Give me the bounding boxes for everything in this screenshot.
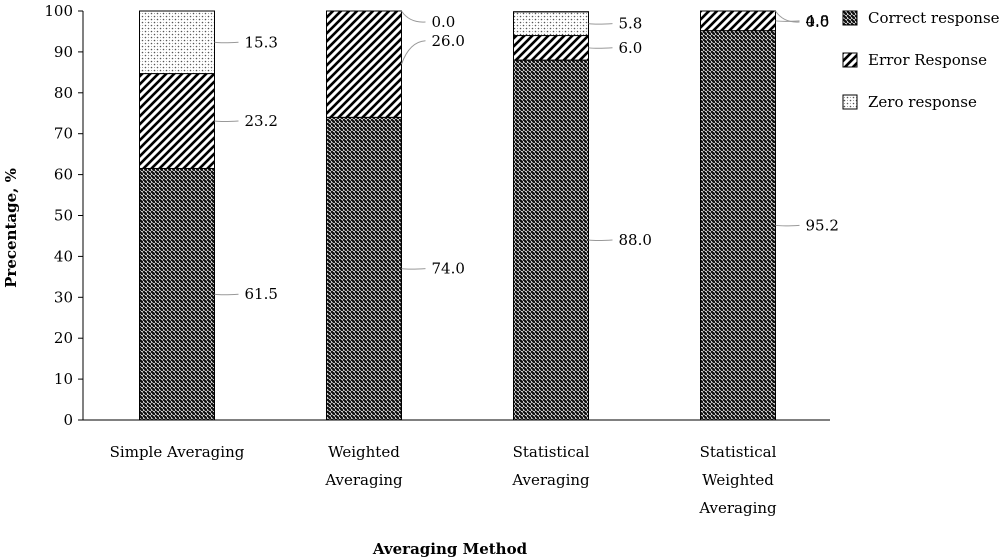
legend-swatch bbox=[842, 52, 858, 68]
label-leader bbox=[588, 47, 613, 49]
label-leader bbox=[214, 293, 239, 296]
label-leader bbox=[401, 40, 426, 65]
data-label: 88.0 bbox=[619, 231, 652, 249]
x-tick-label: Simple Averaging bbox=[110, 443, 245, 461]
x-tick-label: Statistical Averaging bbox=[511, 443, 590, 489]
y-tick-label: 70 bbox=[54, 125, 73, 143]
data-label: 0.0 bbox=[806, 13, 830, 31]
y-tick-label: 0 bbox=[63, 411, 73, 429]
legend-label: Correct response bbox=[868, 9, 1000, 27]
x-tick-label: Statistical Weighted Averaging bbox=[698, 443, 777, 517]
label-leader bbox=[588, 23, 613, 25]
y-tick-label: 20 bbox=[54, 329, 73, 347]
bars bbox=[139, 10, 776, 421]
bar-segment bbox=[513, 59, 589, 421]
label-leader bbox=[214, 120, 239, 123]
x-axis-title: Averaging Method bbox=[372, 540, 528, 558]
data-labels: 61.523.215.374.026.00.088.06.05.895.24.8… bbox=[214, 10, 839, 303]
bar-segment bbox=[700, 30, 776, 421]
y-tick-label: 100 bbox=[44, 2, 73, 20]
y-tick-label: 40 bbox=[54, 247, 73, 265]
bar-segment bbox=[700, 10, 776, 32]
bar-outline bbox=[139, 10, 215, 421]
label-leader bbox=[401, 10, 426, 23]
data-label: 95.2 bbox=[806, 216, 839, 234]
legend-swatch bbox=[842, 10, 858, 26]
data-label: 0.0 bbox=[432, 13, 456, 31]
bar-segment bbox=[513, 35, 589, 61]
x-tick-label: Weighted Averaging bbox=[324, 443, 403, 489]
data-label: 74.0 bbox=[432, 260, 465, 278]
label-leader bbox=[775, 224, 800, 227]
y-axis-title: Precentage, % bbox=[2, 168, 20, 288]
data-label: 26.0 bbox=[432, 32, 465, 50]
y-tick-label: 30 bbox=[54, 288, 73, 306]
axes: 0 10 20 30 40 50 60 70 80 90 100 Simple Averaging We… bbox=[44, 2, 830, 517]
y-tick-label: 50 bbox=[54, 207, 73, 225]
data-label: 23.2 bbox=[245, 112, 278, 130]
legend-label: Zero response bbox=[868, 93, 977, 111]
label-leader bbox=[401, 268, 426, 270]
label-leader bbox=[214, 41, 239, 44]
data-label: 4.8 bbox=[806, 12, 830, 30]
bar-outline bbox=[326, 10, 402, 421]
label-leader bbox=[775, 20, 800, 22]
legend-label: Error Response bbox=[868, 51, 987, 69]
bar-segment bbox=[139, 73, 215, 169]
data-label: 61.5 bbox=[245, 285, 278, 303]
bar-segment bbox=[326, 10, 402, 118]
bar-segment bbox=[139, 10, 215, 75]
data-label: 5.8 bbox=[619, 15, 643, 33]
y-tick-label: 10 bbox=[54, 370, 73, 388]
y-tick-label: 90 bbox=[54, 43, 73, 61]
bar-segment bbox=[513, 11, 589, 37]
legend-swatch bbox=[842, 94, 858, 110]
y-tick-label: 80 bbox=[54, 84, 73, 102]
bar-segment bbox=[139, 167, 215, 421]
bar-segment bbox=[326, 116, 402, 421]
label-leader bbox=[588, 239, 613, 242]
bar-outline bbox=[513, 11, 589, 421]
label-leader bbox=[775, 10, 800, 23]
data-label: 15.3 bbox=[245, 33, 278, 51]
data-label: 6.0 bbox=[619, 39, 643, 57]
y-tick-label: 60 bbox=[54, 166, 73, 184]
bar-outline bbox=[700, 10, 776, 421]
legend: Correct response Error Response Zero respo… bbox=[842, 9, 1000, 111]
